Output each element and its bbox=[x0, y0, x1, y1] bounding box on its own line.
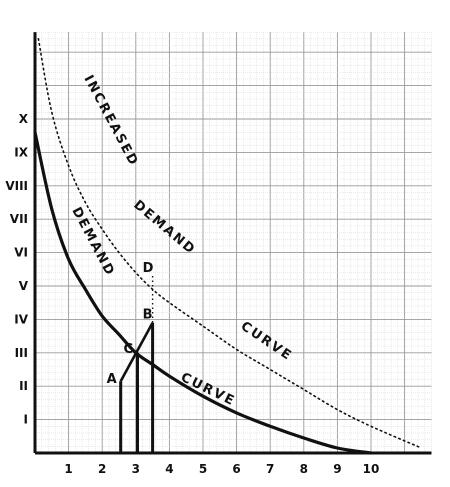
y-tick-label: X bbox=[19, 112, 29, 126]
y-tick-label: III bbox=[15, 346, 28, 360]
point-label-c: C bbox=[123, 342, 133, 357]
y-tick-label: V bbox=[19, 279, 29, 293]
x-tick-label: 4 bbox=[165, 462, 173, 476]
segment-a-b bbox=[119, 322, 154, 382]
x-tick-label: 3 bbox=[132, 462, 140, 476]
curve-annotation: INCREASED bbox=[80, 73, 141, 169]
x-tick-label: 6 bbox=[232, 462, 240, 476]
y-tick-label: II bbox=[19, 379, 28, 393]
y-tick-label: VI bbox=[14, 246, 28, 260]
increased-demand-curve bbox=[37, 38, 423, 449]
y-tick-label: VIII bbox=[5, 179, 28, 193]
y-tick-label: IV bbox=[14, 312, 28, 326]
y-tick-label: VII bbox=[10, 212, 28, 226]
x-tick-label: 8 bbox=[300, 462, 308, 476]
x-tick-label: 9 bbox=[333, 462, 341, 476]
x-tick-label: 7 bbox=[266, 462, 274, 476]
x-tick-label: 2 bbox=[98, 462, 106, 476]
curve-annotation: CURVE bbox=[238, 319, 295, 364]
marker-layer: A B C D bbox=[107, 261, 155, 453]
point-label-b: B bbox=[143, 308, 153, 323]
curve-annotation: CURVE bbox=[178, 370, 238, 409]
point-label-d: D bbox=[143, 261, 154, 276]
x-tick-label: 5 bbox=[199, 462, 207, 476]
point-label-a: A bbox=[107, 372, 117, 387]
curve-annotation: DEMAND bbox=[130, 198, 198, 259]
x-tick-label: 10 bbox=[363, 462, 380, 476]
x-tick-label: 1 bbox=[64, 462, 72, 476]
y-tick-label: I bbox=[24, 413, 28, 427]
y-tick-label: IX bbox=[14, 145, 28, 159]
x-tick-labels: 1 2 3 4 5 6 7 8 9 10 bbox=[64, 462, 379, 476]
